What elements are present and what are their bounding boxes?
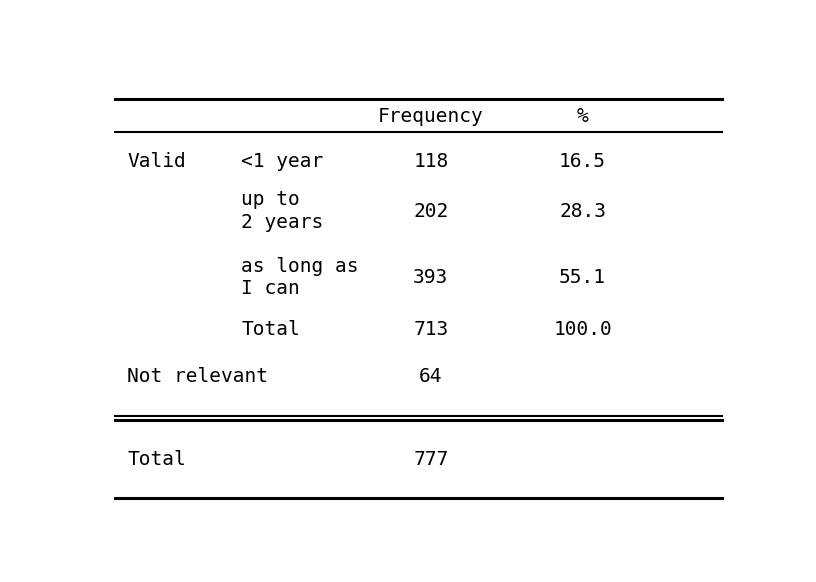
Text: up to: up to bbox=[242, 190, 299, 210]
Text: I can: I can bbox=[242, 279, 299, 298]
Text: 713: 713 bbox=[413, 320, 449, 339]
Text: as long as: as long as bbox=[242, 257, 358, 276]
Text: 393: 393 bbox=[413, 268, 449, 287]
Text: Not relevant: Not relevant bbox=[127, 367, 268, 386]
Text: %: % bbox=[577, 108, 588, 126]
Text: 16.5: 16.5 bbox=[559, 152, 606, 171]
Text: <1 year: <1 year bbox=[242, 152, 323, 171]
Text: Total: Total bbox=[242, 320, 299, 339]
Text: Frequency: Frequency bbox=[378, 108, 484, 126]
Text: Valid: Valid bbox=[127, 152, 186, 171]
Text: 118: 118 bbox=[413, 152, 449, 171]
Text: 202: 202 bbox=[413, 201, 449, 221]
Text: 64: 64 bbox=[419, 367, 442, 386]
Text: 100.0: 100.0 bbox=[553, 320, 612, 339]
Text: 55.1: 55.1 bbox=[559, 268, 606, 287]
Text: 28.3: 28.3 bbox=[559, 201, 606, 221]
Text: 2 years: 2 years bbox=[242, 212, 323, 232]
Text: 777: 777 bbox=[413, 450, 449, 469]
Text: Total: Total bbox=[127, 450, 186, 469]
